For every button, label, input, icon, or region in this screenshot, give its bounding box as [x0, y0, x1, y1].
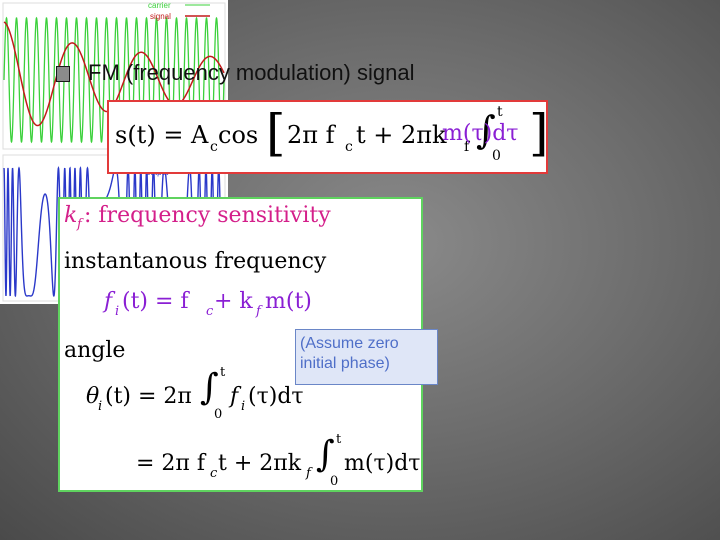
theta-symbol: θ [86, 384, 100, 409]
theta-rest: (t) = 2π [105, 384, 192, 409]
second-line-upper: t [336, 432, 342, 447]
theta-sub: i [98, 399, 103, 414]
instantaneous-label: instantanous frequency [64, 249, 327, 274]
fi-rest: (t) = f [122, 289, 189, 314]
formula-cos: cos [218, 121, 259, 149]
kf-sub-2: f [256, 304, 261, 319]
fi-symbol: f [104, 289, 113, 314]
formula-sub-c2: c [345, 139, 353, 155]
angle-label: angle [64, 338, 126, 363]
kf-sub: f [77, 217, 82, 232]
theta-integrand: f [230, 384, 239, 409]
legend-signal-label: signal [150, 12, 171, 21]
assumption-note: (Assume zero initial phase) [295, 329, 438, 385]
theta-integral: ∫ [200, 367, 219, 408]
formula-lhs: s(t) = A [115, 121, 209, 149]
formula-sub-c: c [210, 139, 218, 155]
second-line-sub-c: c [210, 466, 218, 481]
formula-bracket-close: ] [529, 104, 549, 162]
fm-formula-box: s(t) = A c cos [ 2π f c t + 2πk f ∫ t 0 … [107, 100, 549, 174]
carrier-line [3, 16, 225, 144]
formula-integrand: m(τ)dτ [442, 121, 519, 146]
formula-sub-f: f [464, 139, 470, 155]
second-line-sub-f: f [306, 466, 311, 481]
kf-text: : frequency sensitivity [84, 203, 331, 228]
fi-sub: i [115, 304, 120, 319]
formula-integral: ∫ [476, 108, 496, 152]
theta-lower: 0 [214, 407, 223, 422]
fc-sub: c [206, 304, 214, 319]
fc-rest: + k [214, 289, 253, 314]
second-line-c: m(τ)dτ [344, 451, 421, 476]
kf-label: k [64, 203, 78, 228]
formula-upper: t [497, 104, 503, 120]
legend-carrier-label: carrier [148, 1, 171, 10]
mt: m(t) [265, 289, 312, 314]
formula-bracket-open: [ [266, 104, 286, 162]
theta-upper: t [220, 365, 226, 380]
formula-lower: 0 [492, 148, 501, 164]
theta-integrand-rest: (τ)dτ [248, 384, 304, 409]
formula-part1: 2π f [287, 121, 335, 149]
second-line-a: = 2π f [136, 451, 206, 476]
formula-part2: t + 2πk [356, 121, 447, 149]
slide-title: FM (frequency modulation) signal [88, 60, 415, 85]
second-line-b: t + 2πk [218, 451, 302, 476]
second-line-lower: 0 [330, 474, 339, 489]
theta-integrand-sub: i [241, 399, 246, 414]
second-line-integral: ∫ [316, 434, 335, 475]
bullet-icon [56, 66, 70, 82]
